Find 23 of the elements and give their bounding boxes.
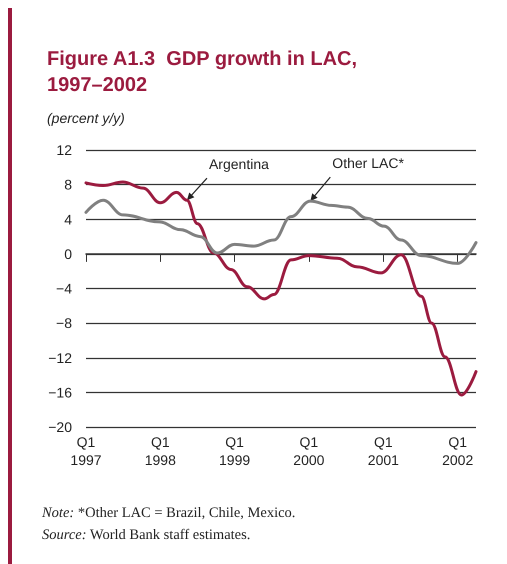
y-tick-label: −8 — [56, 315, 72, 332]
x-tick-label: Q1 2002 — [442, 434, 474, 468]
x-tick-label: Q1 2000 — [293, 434, 325, 468]
y-tick-label: −20 — [48, 419, 72, 435]
line-series — [84, 180, 478, 396]
y-tick-label: 4 — [64, 211, 72, 228]
text: Other LAC* — [332, 155, 404, 172]
x-tick-label: Q1 2001 — [368, 434, 400, 468]
y-tick-label: 8 — [64, 176, 72, 193]
x-tick-label: Q1 1998 — [144, 434, 176, 468]
x-tick-label: Q1 1999 — [219, 434, 250, 468]
chart-subtitle: (percent y/y) — [47, 110, 125, 126]
y-tick-label: 0 — [64, 246, 72, 262]
y-tick-label: −12 — [48, 350, 72, 366]
y-tick-label: −16 — [48, 384, 72, 400]
text: Note: *Other LAC = Brazil, Chile, Mexico. — [42, 504, 296, 523]
chart-title: Figure A1.3 GDP growth in LAC, 1997–2002 — [47, 48, 358, 96]
source-note: Source: World Bank staff estimates. — [42, 526, 252, 545]
x-tick-label: Q1 1997 — [70, 434, 102, 468]
line-series — [84, 198, 478, 265]
text: Argentina — [208, 156, 270, 172]
y-tick-label: 12 — [56, 142, 72, 158]
y-tick-label: −4 — [56, 280, 72, 296]
